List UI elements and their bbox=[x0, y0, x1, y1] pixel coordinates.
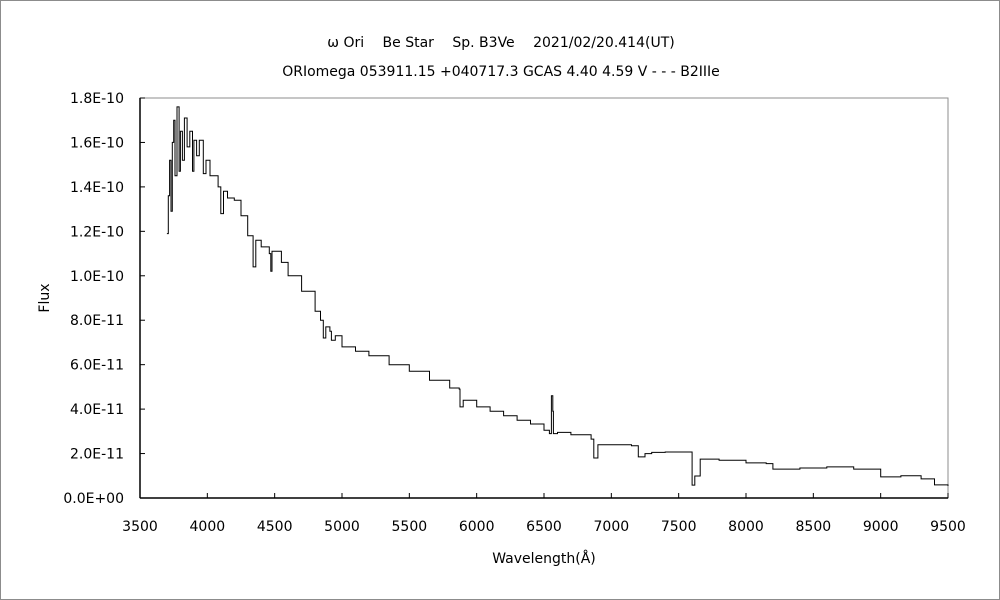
x-tick-label: 4000 bbox=[190, 519, 226, 535]
x-tick-label: 7500 bbox=[661, 519, 697, 535]
y-tick-label: 2.0E-11 bbox=[70, 447, 124, 463]
y-tick-label: 6.0E-11 bbox=[70, 358, 124, 374]
x-axis-label: Wavelength(Å) bbox=[492, 550, 596, 567]
x-tick-label: 3500 bbox=[122, 519, 158, 535]
x-tick-label: 9000 bbox=[863, 519, 899, 535]
chart-title: ω Ori Be Star Sp. B3Ve 2021/02/20.414(UT… bbox=[327, 35, 675, 51]
y-tick-label: 8.0E-11 bbox=[70, 313, 124, 329]
x-tick-label: 8000 bbox=[728, 519, 764, 535]
x-tick-label: 7000 bbox=[594, 519, 630, 535]
y-tick-label: 1.2E-10 bbox=[70, 224, 124, 240]
spectrum-line bbox=[166, 106, 949, 486]
y-tick-label: 1.8E-10 bbox=[70, 91, 124, 107]
x-tick-label: 5000 bbox=[324, 519, 360, 535]
x-tick-label: 6500 bbox=[526, 519, 562, 535]
y-tick-label: 1.4E-10 bbox=[70, 180, 124, 196]
chart-subtitle: ORIomega 053911.15 +040717.3 GCAS 4.40 4… bbox=[282, 64, 720, 80]
x-tick-label: 9500 bbox=[930, 519, 966, 535]
y-tick-label: 0.0E+00 bbox=[63, 491, 124, 507]
y-axis-label: Flux bbox=[37, 283, 53, 312]
x-tick-label: 6000 bbox=[459, 519, 495, 535]
x-tick-label: 4500 bbox=[257, 519, 293, 535]
x-tick-label: 5500 bbox=[392, 519, 428, 535]
x-tick-label: 8500 bbox=[796, 519, 832, 535]
y-tick-label: 4.0E-11 bbox=[70, 402, 124, 418]
y-tick-label: 1.0E-10 bbox=[70, 269, 124, 285]
plot-area bbox=[139, 97, 949, 499]
y-tick-label: 1.6E-10 bbox=[70, 135, 124, 151]
